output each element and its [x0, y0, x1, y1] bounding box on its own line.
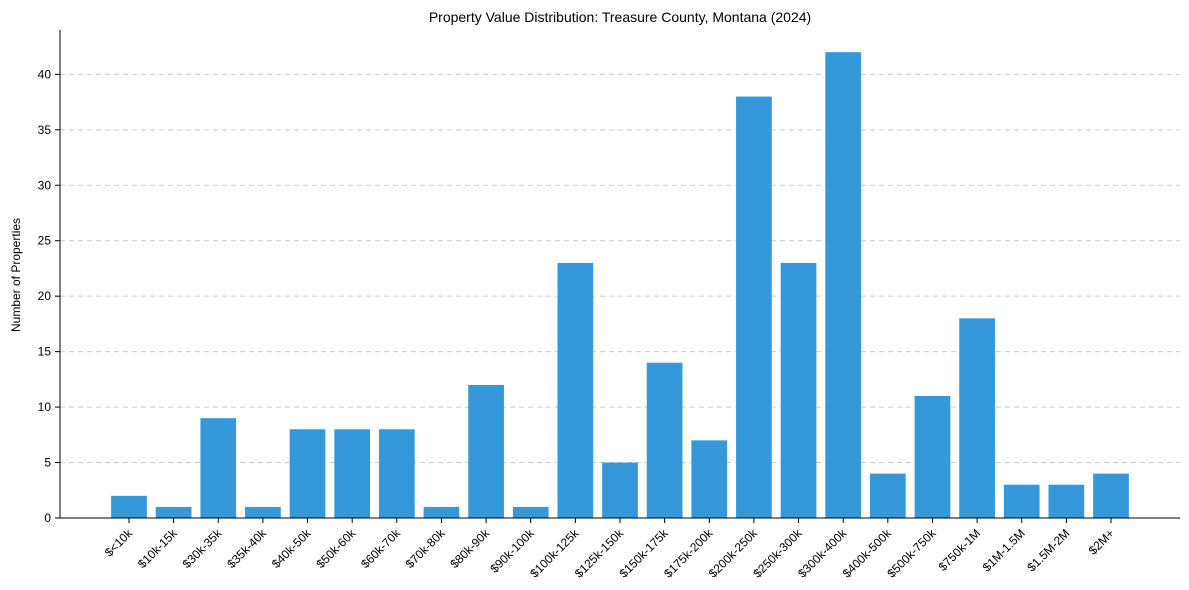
bars [111, 52, 1129, 518]
bar [468, 384, 504, 518]
bar [602, 462, 638, 518]
x-tick-label: $60k-70k [358, 526, 404, 572]
x-axis-ticks: $<10k $10k-15k $30k-35k $35k-40k $40k-50k $50… [102, 518, 1117, 580]
bar [780, 262, 817, 518]
x-tick-label: $500k-750k [884, 526, 939, 581]
bar [869, 473, 906, 518]
bar [111, 495, 147, 518]
x-tick-label: $40k-50k [269, 526, 315, 572]
bar [200, 418, 237, 518]
bar [423, 506, 460, 518]
gridlines [60, 73, 1180, 464]
y-axis-label: Number of Properties [9, 218, 23, 332]
y-tick-label: 35 [38, 123, 52, 137]
bar [557, 262, 594, 518]
y-tick-label: 20 [38, 289, 52, 303]
x-tick-label: $35k-40k [224, 526, 270, 572]
bar [959, 318, 995, 518]
bar [245, 506, 281, 518]
x-tick-label: $1M-1.5M [980, 526, 1028, 574]
bar [155, 506, 192, 518]
y-tick-label: 10 [38, 400, 52, 414]
x-tick-label: $750k-1M [936, 526, 984, 574]
bar [512, 506, 549, 518]
bar [378, 429, 415, 518]
x-tick-label: $50k-60k [313, 526, 359, 572]
bar [1093, 473, 1129, 518]
bar [825, 52, 862, 518]
y-tick-label: 5 [44, 456, 51, 470]
y-tick-label: 0 [44, 511, 51, 525]
x-tick-label: $<10k [102, 526, 136, 560]
bar [1048, 484, 1085, 518]
bar [334, 429, 371, 518]
chart-title: Property Value Distribution: Treasure Co… [429, 9, 811, 25]
y-axis-ticks: 0 5 10 15 20 25 30 35 40 [38, 67, 60, 525]
x-tick-label: $2M+ [1086, 526, 1117, 557]
x-tick-label: $80k-90k [447, 526, 493, 572]
bar [646, 362, 683, 518]
y-tick-label: 30 [38, 178, 52, 192]
bar [914, 396, 951, 518]
y-tick-label: 40 [38, 67, 52, 81]
bar [289, 429, 326, 518]
bar [1003, 484, 1040, 518]
bar [691, 440, 728, 518]
x-tick-label: $10k-15k [135, 526, 181, 572]
y-tick-label: 25 [38, 234, 52, 248]
y-tick-label: 15 [38, 345, 52, 359]
bar [736, 96, 772, 518]
x-tick-label: $70k-80k [403, 526, 449, 572]
x-tick-label: $1.5M-2M [1024, 526, 1072, 574]
x-tick-label: $30k-35k [180, 526, 226, 572]
